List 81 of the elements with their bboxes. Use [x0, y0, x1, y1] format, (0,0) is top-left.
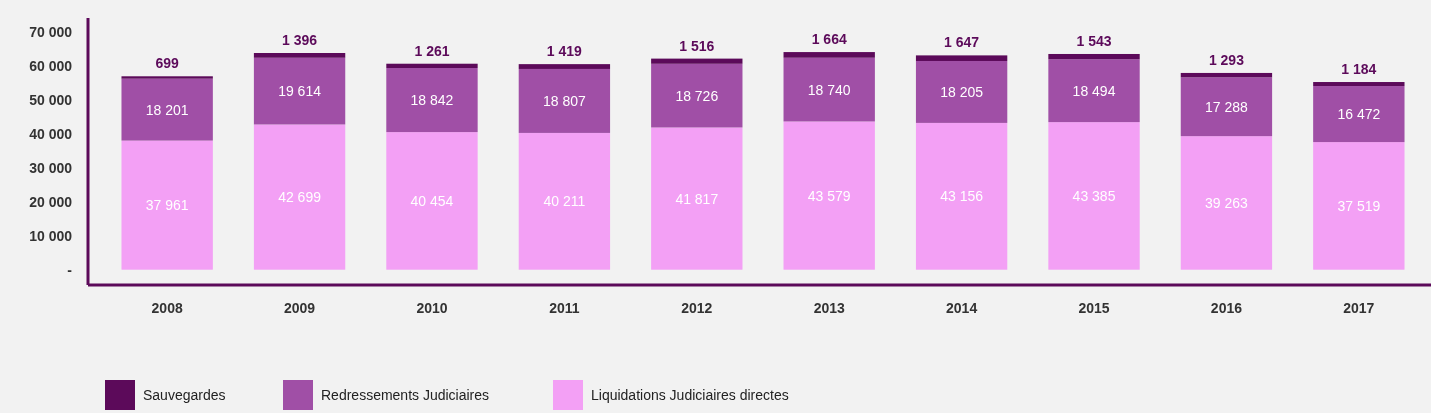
bar: [915, 60, 1008, 123]
bar: [386, 68, 478, 133]
y-tick-label: 50 000: [29, 91, 73, 108]
bar: [651, 58, 743, 64]
data-label: 1 647: [944, 34, 980, 51]
data-label: 1 261: [414, 42, 450, 59]
x-tick-label: 2017: [1343, 300, 1375, 316]
bar: [1313, 82, 1405, 87]
data-label: 17 288: [1205, 98, 1249, 115]
bar: [386, 63, 478, 69]
data-label: 1 396: [282, 32, 318, 48]
x-tick-label: 2011: [549, 300, 580, 316]
x-tick-label: 2010: [416, 300, 448, 316]
legend-label: Sauvegardes: [143, 387, 226, 403]
bar: [518, 68, 611, 133]
data-label: 1 516: [679, 37, 715, 54]
x-tick-label: 2015: [1078, 300, 1110, 316]
data-label: 39 263: [1205, 194, 1249, 211]
bar: [1180, 77, 1273, 137]
bar: [651, 127, 743, 270]
y-tick-label: 10 000: [29, 227, 73, 244]
data-label: 1 664: [811, 31, 847, 48]
y-tick-label: 40 000: [29, 125, 73, 142]
y-tick-label: 70 000: [29, 23, 73, 40]
bar: [1180, 72, 1273, 78]
bar: [1313, 86, 1405, 143]
data-label: 40 454: [410, 192, 454, 209]
y-tick-label: -: [67, 261, 73, 278]
data-label: 18 205: [940, 83, 984, 100]
bar: [253, 57, 346, 125]
data-label: 37 519: [1337, 197, 1381, 214]
bar: [518, 64, 611, 69]
data-label: 19 614: [278, 83, 322, 100]
data-label: 16 472: [1337, 106, 1381, 123]
data-label: 1 293: [1208, 51, 1245, 68]
legend-label: Liquidations Judiciaires directes: [591, 387, 789, 403]
data-label: 42 699: [278, 189, 322, 206]
data-label: 1 419: [546, 43, 583, 60]
data-label: 18 201: [145, 101, 189, 118]
data-label: 18 726: [675, 87, 719, 104]
data-label: 40 211: [543, 193, 586, 210]
x-tick-label: 2016: [1210, 300, 1243, 316]
data-label: 18 494: [1072, 82, 1116, 99]
bar: [915, 122, 1008, 270]
data-label: 43 579: [807, 187, 851, 204]
data-label: 18 740: [807, 81, 851, 98]
data-label: 18 842: [410, 92, 454, 109]
data-label: 43 385: [1072, 187, 1116, 204]
bar: [386, 132, 478, 270]
bar: [1048, 59, 1140, 123]
data-label: 43 156: [940, 188, 984, 205]
bar: [1180, 136, 1273, 270]
y-tick-label: 30 000: [29, 159, 73, 176]
bar: [783, 121, 875, 270]
bar: [783, 52, 875, 58]
bar: [1048, 122, 1140, 270]
bar: [915, 55, 1008, 61]
x-tick-label: 2012: [681, 300, 713, 316]
bar: [253, 53, 346, 58]
data-label: 1 543: [1076, 32, 1112, 49]
data-label: 1 184: [1341, 61, 1377, 78]
y-tick-label: 60 000: [29, 57, 73, 74]
data-label: 699: [155, 55, 180, 72]
data-label: 37 961: [145, 197, 189, 214]
data-label: 18 807: [542, 92, 587, 109]
legend-label: Redressements Judiciaires: [321, 387, 490, 403]
bar: [253, 124, 346, 270]
bar: [1048, 53, 1140, 60]
bar: [121, 76, 213, 79]
bar: [121, 140, 213, 270]
x-tick-label: 2014: [946, 300, 978, 316]
bar: [783, 57, 875, 122]
x-tick-label: 2009: [283, 300, 316, 316]
data-label: 41 817: [675, 190, 719, 207]
x-tick-label: 2013: [813, 300, 845, 316]
bar: [518, 132, 611, 270]
bar: [651, 63, 743, 128]
bar: [1313, 142, 1405, 270]
x-tick-label: 2008: [151, 300, 183, 316]
bar: [121, 78, 213, 141]
y-tick-label: 20 000: [29, 193, 73, 210]
